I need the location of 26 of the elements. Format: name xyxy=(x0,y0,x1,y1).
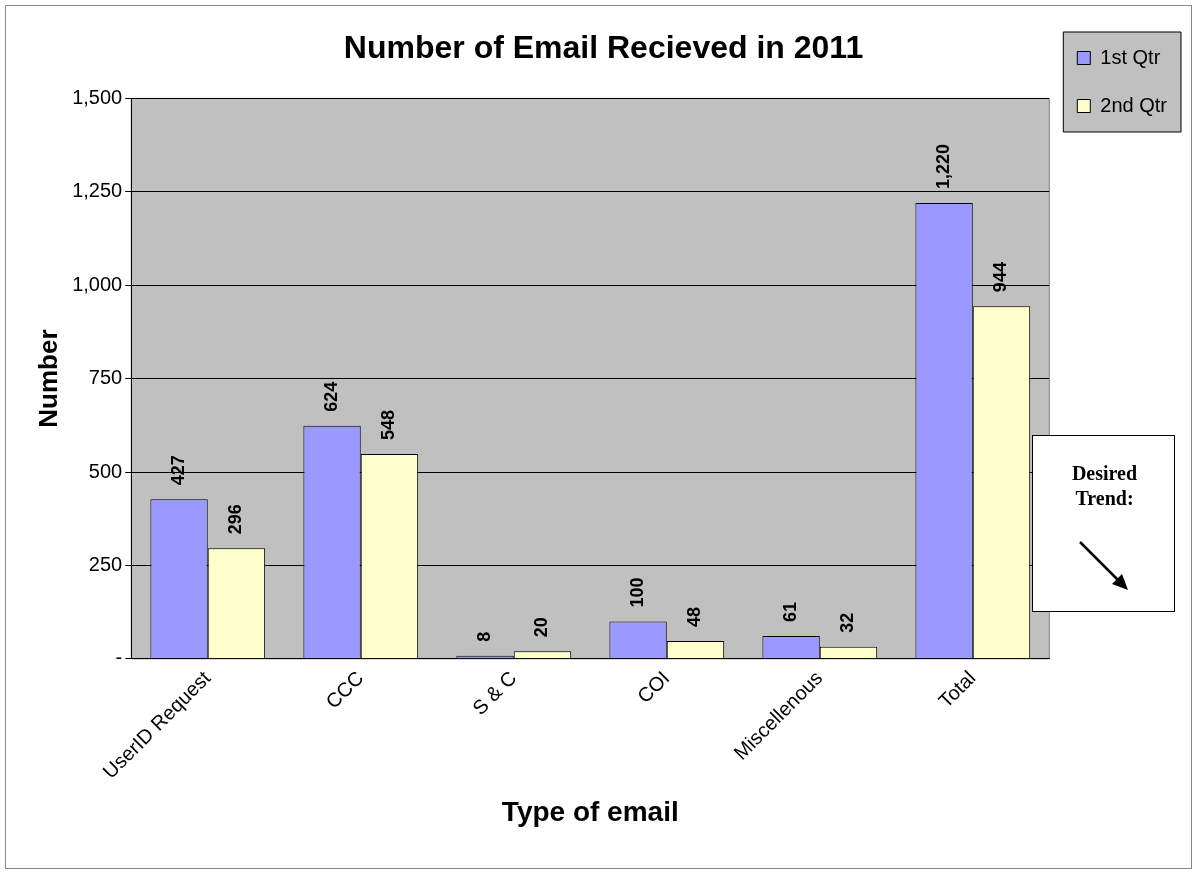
x-tick-label: COI xyxy=(632,666,674,708)
y-tick-label: 750 xyxy=(88,366,123,389)
data-label: 61 xyxy=(780,602,801,623)
data-label: 548 xyxy=(378,410,399,441)
y-tick-label: 1,500 xyxy=(72,85,123,108)
y-tick-label: - xyxy=(115,646,123,669)
y-tick-label: 250 xyxy=(88,552,123,575)
y-tick-label: 1,000 xyxy=(72,272,123,295)
y-axis-title: Number xyxy=(32,329,63,428)
y-tick-label: 1,250 xyxy=(72,179,123,202)
data-label: 100 xyxy=(627,577,648,608)
data-label: 624 xyxy=(321,381,342,412)
legend-label: 2nd Qtr xyxy=(1100,93,1168,116)
legend-label: 1st Qtr xyxy=(1100,45,1161,68)
data-label: 1,220 xyxy=(933,143,954,190)
x-tick-label: S & C xyxy=(468,666,521,719)
data-label: 48 xyxy=(684,606,705,627)
x-axis-title: Type of email xyxy=(501,795,679,827)
text-box: Desired Trend: xyxy=(1032,435,1175,612)
data-label: 296 xyxy=(225,504,246,535)
data-label: 32 xyxy=(837,612,858,633)
data-label: 8 xyxy=(474,631,495,642)
chart-title: Number of Email Recieved in 2011 xyxy=(343,29,864,66)
data-label: 20 xyxy=(531,617,552,638)
y-tick-label: 500 xyxy=(88,459,123,482)
data-label: 427 xyxy=(168,455,189,486)
